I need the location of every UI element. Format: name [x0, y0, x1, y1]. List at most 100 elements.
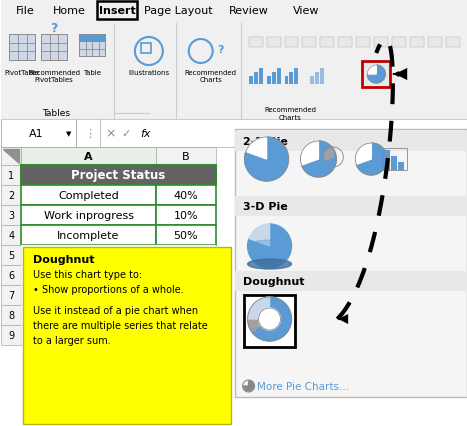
Text: Recommended
Charts: Recommended Charts — [264, 107, 317, 120]
Bar — [9, 35, 18, 43]
Bar — [1, 205, 21, 225]
Bar — [58, 52, 67, 61]
Bar — [99, 42, 105, 49]
Bar — [362, 62, 390, 88]
Bar — [85, 35, 92, 42]
Text: Project Status: Project Status — [71, 169, 166, 182]
Text: Doughnut: Doughnut — [243, 276, 304, 286]
Text: ?: ? — [50, 23, 58, 35]
Bar — [290, 73, 293, 85]
Bar — [339, 38, 352, 48]
Bar — [384, 151, 390, 170]
Bar — [21, 265, 216, 285]
Text: ?: ? — [218, 45, 224, 55]
Text: Illustrations: Illustrations — [128, 70, 170, 76]
Bar — [311, 77, 314, 85]
Bar — [1, 305, 21, 325]
Bar — [21, 186, 156, 205]
Bar — [276, 69, 281, 85]
Text: 7: 7 — [8, 290, 14, 300]
Bar — [284, 38, 298, 48]
Bar — [79, 49, 85, 57]
Bar — [398, 163, 404, 170]
Text: 3: 3 — [8, 210, 14, 221]
Bar — [1, 265, 21, 285]
Bar — [21, 305, 216, 325]
Text: ✓: ✓ — [121, 129, 131, 139]
Bar — [320, 38, 334, 48]
Text: ▼: ▼ — [66, 131, 72, 137]
Text: 3-D Pie: 3-D Pie — [243, 201, 287, 211]
Bar — [92, 35, 99, 42]
Text: 50%: 50% — [173, 230, 198, 240]
Bar — [18, 35, 27, 43]
Bar — [234, 196, 467, 216]
Bar — [21, 166, 216, 186]
Text: Work inprogress: Work inprogress — [43, 210, 134, 221]
Wedge shape — [248, 319, 269, 332]
Wedge shape — [367, 66, 385, 84]
Bar — [41, 43, 50, 52]
Bar — [21, 245, 216, 265]
Bar — [21, 205, 156, 225]
Wedge shape — [248, 225, 291, 268]
Text: File: File — [16, 6, 35, 16]
Bar — [244, 295, 296, 347]
Text: Completed: Completed — [58, 190, 119, 201]
Bar — [259, 69, 262, 85]
Bar — [41, 35, 67, 61]
Text: 9: 9 — [8, 330, 14, 340]
Wedge shape — [246, 138, 267, 160]
Text: Use this chart type to:: Use this chart type to: — [33, 269, 142, 279]
Bar — [79, 42, 85, 49]
Bar — [50, 35, 58, 43]
Text: A: A — [84, 152, 93, 161]
Text: Table: Table — [83, 70, 101, 76]
Bar — [99, 35, 105, 42]
Bar — [21, 285, 216, 305]
Bar — [356, 38, 370, 48]
Bar — [50, 43, 58, 52]
Wedge shape — [356, 144, 387, 176]
Bar — [18, 52, 27, 61]
Text: Incomplete: Incomplete — [57, 230, 120, 240]
Bar — [303, 38, 317, 48]
Bar — [254, 73, 258, 85]
Bar — [92, 42, 99, 49]
Bar — [234, 271, 467, 291]
Text: 2: 2 — [8, 190, 14, 201]
Text: fx: fx — [141, 129, 151, 139]
Circle shape — [259, 308, 281, 330]
Bar — [21, 325, 216, 345]
Bar — [392, 38, 406, 48]
Polygon shape — [3, 150, 19, 164]
Bar — [374, 38, 388, 48]
Bar — [391, 157, 397, 170]
Bar — [156, 205, 216, 225]
Bar — [284, 77, 289, 85]
Bar — [267, 77, 270, 85]
Bar — [428, 38, 442, 48]
Wedge shape — [323, 148, 333, 161]
Bar — [1, 245, 21, 265]
Text: Doughnut: Doughnut — [33, 254, 95, 265]
Bar — [1, 225, 21, 245]
Bar — [79, 35, 105, 42]
Text: there are multiple series that relate: there are multiple series that relate — [33, 320, 208, 330]
Bar — [18, 43, 27, 52]
Bar — [79, 35, 105, 57]
Text: Recommended
PivotTables: Recommended PivotTables — [28, 70, 80, 83]
Bar — [267, 38, 281, 48]
Text: Use it instead of a pie chart when: Use it instead of a pie chart when — [33, 305, 198, 315]
Bar — [1, 325, 21, 345]
Bar — [1, 120, 76, 148]
Bar — [21, 148, 156, 166]
Bar — [1, 22, 114, 110]
Bar — [27, 52, 35, 61]
Wedge shape — [244, 381, 254, 391]
Bar — [248, 38, 262, 48]
Bar — [1, 186, 21, 205]
Text: Review: Review — [229, 6, 269, 16]
Bar — [50, 52, 58, 61]
Bar — [92, 49, 99, 57]
